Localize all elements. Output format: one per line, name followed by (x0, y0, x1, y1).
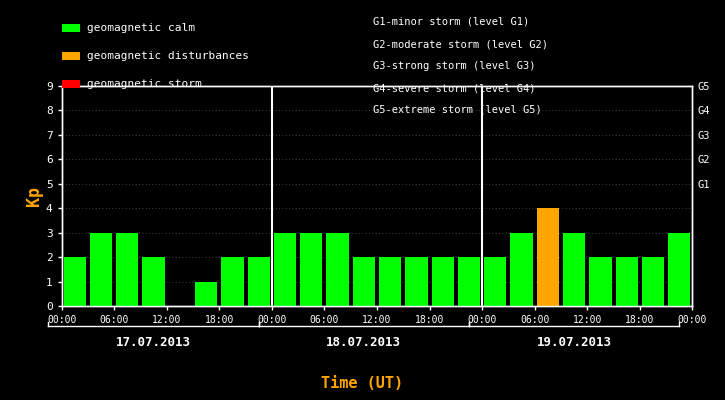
Bar (484, 257, 507, 306)
Text: geomagnetic disturbances: geomagnetic disturbances (87, 51, 249, 61)
Text: G3-strong storm (level G3): G3-strong storm (level G3) (373, 61, 536, 71)
Bar (510, 233, 533, 306)
Text: geomagnetic calm: geomagnetic calm (87, 23, 195, 33)
Bar (195, 282, 218, 306)
Text: Time (UT): Time (UT) (321, 376, 404, 392)
Text: G5-extreme storm (level G5): G5-extreme storm (level G5) (373, 105, 542, 115)
Bar (536, 208, 559, 306)
Bar (142, 257, 165, 306)
Bar (116, 233, 138, 306)
Bar (563, 233, 585, 306)
Bar (642, 257, 664, 306)
Bar (431, 257, 454, 306)
Text: G1-minor storm (level G1): G1-minor storm (level G1) (373, 17, 530, 27)
Text: G4-severe storm (level G4): G4-severe storm (level G4) (373, 83, 536, 93)
Bar (326, 233, 349, 306)
Text: geomagnetic storm: geomagnetic storm (87, 79, 202, 89)
Bar (668, 233, 690, 306)
Bar (589, 257, 612, 306)
Bar (457, 257, 480, 306)
Bar (616, 257, 638, 306)
Text: 19.07.2013: 19.07.2013 (536, 336, 612, 348)
Text: 17.07.2013: 17.07.2013 (116, 336, 191, 348)
Bar (274, 233, 297, 306)
Text: 18.07.2013: 18.07.2013 (326, 336, 402, 348)
Bar (221, 257, 244, 306)
Bar (64, 257, 86, 306)
Bar (90, 233, 112, 306)
Bar (405, 257, 428, 306)
Bar (300, 233, 323, 306)
Text: G2-moderate storm (level G2): G2-moderate storm (level G2) (373, 39, 548, 49)
Y-axis label: Kp: Kp (25, 186, 43, 206)
Bar (352, 257, 375, 306)
Bar (379, 257, 402, 306)
Bar (247, 257, 270, 306)
